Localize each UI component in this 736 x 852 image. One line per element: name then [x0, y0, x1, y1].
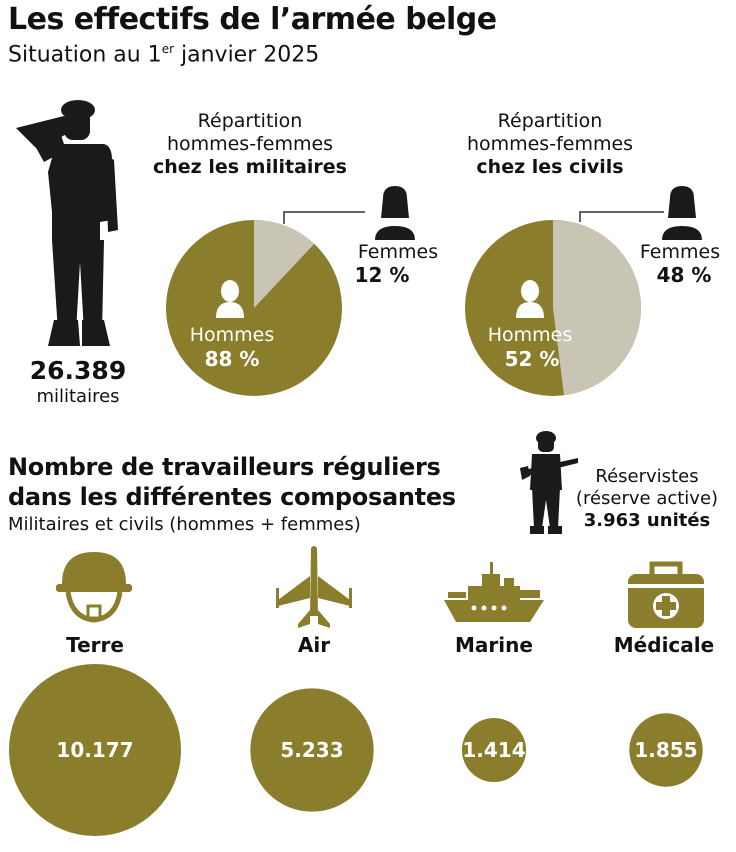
helmet-icon	[56, 552, 132, 623]
reservistes-block: Réservistes (réserve active) 3.963 unité…	[575, 466, 719, 531]
pie-charts: Femmes 12 % Hommes 88 % Femmes 48 % Homm…	[166, 186, 720, 396]
pie-civils-slice-femmes	[553, 219, 642, 396]
man-icon	[516, 280, 544, 318]
pie-militaires-femmes-label: Femmes	[358, 241, 438, 263]
soldier-with-rifle-icon	[520, 431, 578, 534]
bubble-value-label: 1.414	[462, 738, 525, 762]
woman-icon	[375, 186, 415, 240]
section-subtitle: Militaires et civils (hommes + femmes)	[8, 514, 361, 535]
bubble-value-label: 10.177	[56, 738, 133, 762]
component-label-marine: Marine	[455, 633, 533, 657]
warship-icon	[444, 562, 544, 622]
bubble-value-label: 5.233	[280, 738, 343, 762]
pie-civils-heading: Répartition hommes-femmes chez les civil…	[466, 110, 634, 178]
pie-civils-femmes-label: Femmes	[640, 241, 720, 263]
pie-militaires-hommes-value: 88 %	[205, 347, 260, 371]
pie-civils-femmes-value: 48 %	[657, 263, 712, 287]
page-subtitle: Situation au 1er janvier 2025	[8, 42, 320, 68]
medical-kit-icon	[628, 561, 704, 628]
bubble-medicale	[629, 713, 703, 787]
pie-civils-hommes-value: 52 %	[505, 347, 560, 371]
page-title: Les effectifs de l’armée belge	[8, 2, 497, 37]
section-title: Nombre de travailleurs réguliers dans le…	[8, 453, 456, 511]
bubble-terre	[9, 664, 181, 836]
pie-militaires-hommes-label: Hommes	[190, 324, 275, 346]
woman-icon	[662, 186, 702, 240]
total-militaires-value: 26.389	[29, 356, 127, 385]
bubble-value-label: 1.855	[634, 738, 697, 762]
pie-militaires-slice-femmes	[254, 220, 315, 308]
pie-militaires-femmes-value: 12 %	[355, 263, 410, 287]
total-militaires-label: militaires	[36, 386, 120, 407]
fighter-jet-icon	[276, 546, 352, 628]
pie-civils-hommes-label: Hommes	[488, 324, 573, 346]
component-label-medicale: Médicale	[613, 633, 715, 657]
pie-militaires-leader-line	[283, 211, 365, 224]
components-bubble-chart: 10.177 5.233 1.414 1.855	[9, 664, 703, 836]
man-icon	[216, 280, 244, 318]
saluting-soldier-icon	[16, 100, 118, 346]
pie-civils-leader-line	[579, 211, 664, 222]
bubble-air	[250, 688, 374, 812]
component-label-air: Air	[297, 633, 331, 657]
bubble-marine	[461, 717, 527, 783]
component-label-terre: Terre	[66, 633, 124, 657]
pie-militaires-heading: Répartition hommes-femmes chez les milit…	[153, 110, 347, 178]
